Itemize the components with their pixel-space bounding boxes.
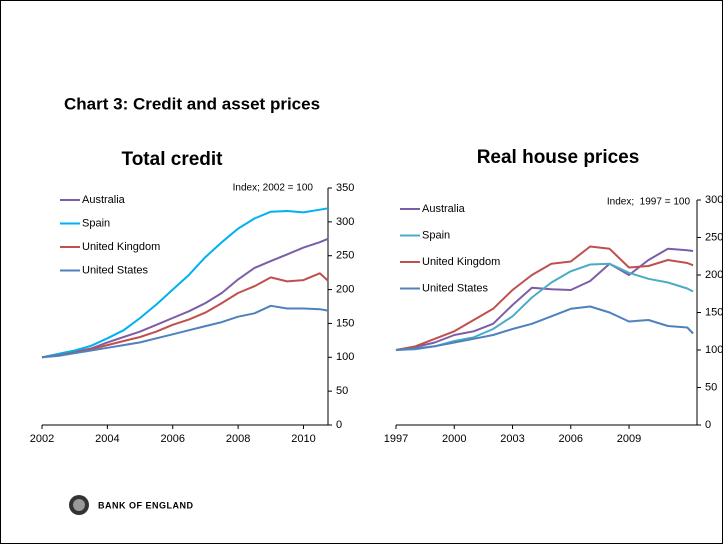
logo <box>69 495 89 515</box>
y-tick-label: 250 <box>336 250 354 262</box>
series-line <box>395 305 694 351</box>
x-tick-label: 2006 <box>559 433 583 445</box>
legend-label: United Kingdom <box>422 256 500 268</box>
y-tick-label: 200 <box>336 283 354 295</box>
x-tick-label: 2009 <box>617 433 641 445</box>
series-line <box>41 207 329 359</box>
y-tick-label: 300 <box>336 216 354 228</box>
y-tick-label: 250 <box>705 231 723 243</box>
footer-text: BANK OF ENGLAND <box>98 500 194 510</box>
legend-label: United Kingdom <box>82 241 160 253</box>
series-line <box>41 272 329 359</box>
legend-label: Australia <box>82 194 126 206</box>
x-tick-label: 2010 <box>291 433 315 445</box>
slide-title: Chart 3: Credit and asset prices <box>64 94 320 113</box>
y-tick-label: 50 <box>336 385 348 397</box>
legend-label: Spain <box>422 229 450 241</box>
x-tick-label: 2003 <box>500 433 524 445</box>
series-line <box>395 245 694 351</box>
chart-title: Real house prices <box>477 147 640 168</box>
x-tick-label: 2002 <box>30 433 54 445</box>
y-tick-label: 200 <box>705 269 723 281</box>
legend-label: Spain <box>82 217 110 229</box>
legend-label: United States <box>422 282 489 294</box>
x-tick-label: 1997 <box>384 433 408 445</box>
x-tick-label: 2008 <box>226 433 250 445</box>
y-tick-label: 0 <box>705 419 711 431</box>
y-tick-label: 350 <box>336 182 354 194</box>
y-tick-label: 50 <box>705 381 717 393</box>
series-line <box>395 247 694 351</box>
x-tick-label: 2004 <box>95 433 119 445</box>
y-tick-label: 100 <box>705 344 723 356</box>
legend-label: Australia <box>422 203 466 215</box>
annotation: Index; 1997 = 100 <box>607 197 691 208</box>
y-tick-label: 0 <box>336 419 342 431</box>
y-tick-label: 150 <box>336 317 354 329</box>
y-tick-label: 300 <box>705 194 723 206</box>
annotation: Index; 2002 = 100 <box>233 183 314 194</box>
x-tick-label: 2006 <box>161 433 185 445</box>
y-tick-label: 150 <box>705 306 723 318</box>
chart-title: Total credit <box>122 149 224 170</box>
legend-label: United States <box>82 264 149 276</box>
x-tick-label: 2000 <box>442 433 466 445</box>
y-tick-label: 100 <box>336 351 354 363</box>
series-line <box>41 304 329 359</box>
